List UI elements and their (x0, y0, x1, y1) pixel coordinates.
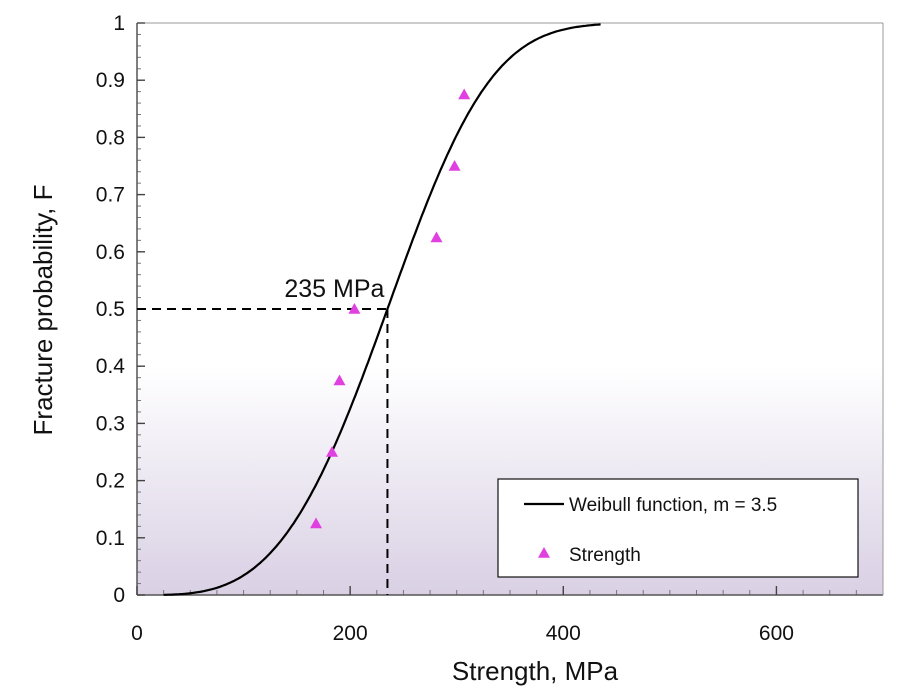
legend: Weibull function, m = 3.5 Strength (497, 478, 859, 578)
legend-label-strength: Strength (569, 545, 641, 566)
reference-lines (137, 308, 389, 595)
x-tick-label: 400 (546, 622, 581, 645)
strength-point (458, 88, 471, 100)
strength-point (448, 160, 461, 171)
y-tick-label: 0.5 (96, 298, 125, 321)
legend-box (497, 478, 859, 578)
legend-label-weibull: Weibull function, m = 3.5 (569, 495, 777, 516)
x-tick-label: 0 (131, 622, 143, 645)
y-axis-title: Fracture probability, F (28, 185, 58, 436)
strength-point (348, 303, 361, 314)
y-tick-label: 0 (113, 584, 125, 607)
weibull-curve (163, 23, 601, 596)
median-annotation: 235 MPa (284, 275, 384, 303)
y-tick-label: 0.1 (96, 527, 125, 550)
x-axis-title: Strength, MPa (452, 656, 619, 686)
y-tick-label: 0.6 (96, 241, 125, 264)
y-tick-label: 0.7 (96, 184, 125, 207)
strength-point (430, 231, 443, 243)
strength-point (326, 446, 339, 457)
y-tick-label: 0.3 (96, 412, 125, 435)
y-tick-label: 0.4 (96, 355, 126, 378)
strength-points (310, 88, 471, 529)
y-tick-label: 0.2 (96, 470, 125, 493)
x-tick-label: 200 (333, 622, 368, 645)
strength-point (310, 517, 323, 529)
strength-point (333, 374, 346, 386)
x-tick-label: 600 (759, 622, 794, 645)
y-tick-label: 0.9 (96, 69, 125, 92)
y-tick-label: 1 (113, 12, 125, 35)
y-tick-label: 0.8 (96, 126, 125, 149)
tick-labels: 0 0.1 0.2 0.3 0.4 0.5 0.6 0.7 0.8 0.9 1 0 200 400 600 (96, 12, 794, 645)
legend-triangle-swatch (538, 547, 550, 558)
